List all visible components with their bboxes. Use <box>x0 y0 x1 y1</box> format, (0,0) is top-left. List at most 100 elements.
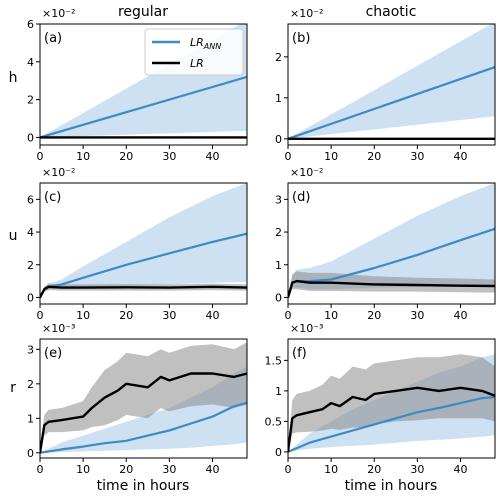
y-tick-label: 0 <box>275 133 282 146</box>
y-tick-label: 3 <box>275 193 282 206</box>
lr-line <box>288 279 495 298</box>
lr-line <box>40 372 247 453</box>
x-tick-label: 0 <box>37 309 44 322</box>
x-axis-label-left: time in hours <box>97 478 190 494</box>
row-label-r: r <box>10 380 16 396</box>
lr-band <box>288 354 495 452</box>
y-tick-label: 6 <box>27 18 34 31</box>
y-tick-label: 2 <box>27 259 34 272</box>
x-tick-label: 20 <box>367 309 381 322</box>
x-tick-label: 10 <box>76 309 90 322</box>
y-tick-label: 6 <box>27 193 34 206</box>
y-tick-label: 1 <box>275 92 282 105</box>
panel-d: 0 10 20 30 40 0 1 2 3 (d) ×10⁻² <box>275 166 496 322</box>
y-tick-label: 0 <box>275 291 282 304</box>
plot-area <box>288 183 495 298</box>
x-tick-label: 30 <box>162 463 176 476</box>
plot-area <box>288 24 495 140</box>
y-tick-label: 0 <box>27 291 34 304</box>
x-tick-label: 30 <box>410 463 424 476</box>
lr-line <box>40 285 247 299</box>
x-tick-label: 40 <box>454 463 468 476</box>
x-tick-label: 10 <box>324 150 338 163</box>
x-tick-label: 0 <box>37 150 44 163</box>
axis-multiplier: ×10⁻² <box>42 166 75 179</box>
plot-area <box>288 354 495 453</box>
x-tick-label: 40 <box>206 150 220 163</box>
lr-line <box>288 386 495 453</box>
y-tick-label: 0.5 <box>265 415 283 428</box>
ann-line <box>40 401 247 454</box>
panel-e: 0 10 20 30 40 0 1 2 3 (e) ×10⁻³ <box>27 322 248 476</box>
y-tick-label: 1 <box>275 259 282 272</box>
x-tick-label: 20 <box>119 150 133 163</box>
axes-frame <box>39 338 248 459</box>
x-tick-label: 0 <box>37 463 44 476</box>
x-tick-label: 20 <box>367 150 381 163</box>
legend-entry: LR <box>190 57 204 70</box>
x-tick-label: 40 <box>206 463 220 476</box>
axes-frame <box>287 182 496 305</box>
x-tick-label: 10 <box>324 463 338 476</box>
panel-f: 0 10 20 30 40 0 0.5 1 1.5 (f) ×10⁻³ <box>265 322 496 476</box>
ann-band <box>288 183 495 298</box>
x-tick-label: 40 <box>454 309 468 322</box>
panel-label: (e) <box>44 346 62 361</box>
y-tick-label: 0 <box>27 447 34 460</box>
x-tick-label: 0 <box>285 463 292 476</box>
axes-frame <box>287 338 496 459</box>
axis-multiplier: ×10⁻² <box>290 7 323 20</box>
x-tick-label: 10 <box>76 463 90 476</box>
x-tick-label: 0 <box>285 150 292 163</box>
y-tick-label: 2 <box>275 226 282 239</box>
axes-frame <box>39 23 248 146</box>
plot-area <box>40 183 247 299</box>
ann-line <box>40 75 247 139</box>
y-tick-label: 4 <box>27 56 34 69</box>
legend: LRANN LR <box>144 28 244 76</box>
ann-band <box>288 24 495 139</box>
x-tick-label: 30 <box>162 150 176 163</box>
y-tick-label: 2 <box>27 94 34 107</box>
axis-multiplier: ×10⁻³ <box>290 322 323 335</box>
y-tick-label: 2 <box>275 51 282 64</box>
x-tick-label: 20 <box>367 463 381 476</box>
plot-area <box>40 342 247 454</box>
x-tick-label: 10 <box>324 309 338 322</box>
x-tick-label: 30 <box>410 150 424 163</box>
row-label-u: u <box>9 228 18 244</box>
column-title-chaotic: chaotic <box>366 4 417 20</box>
column-title-regular: regular <box>118 4 168 20</box>
x-tick-label: 40 <box>454 150 468 163</box>
axis-multiplier: ×10⁻³ <box>42 322 75 335</box>
ann-band <box>40 366 247 453</box>
panel-label: (f) <box>292 346 307 361</box>
x-tick-label: 40 <box>206 309 220 322</box>
x-axis-label-right: time in hours <box>345 478 438 494</box>
x-tick-label: 0 <box>285 309 292 322</box>
axis-multiplier: ×10⁻² <box>42 7 75 20</box>
axis-multiplier: ×10⁻² <box>290 166 323 179</box>
ann-line <box>288 66 495 140</box>
panel-b: 0 10 20 30 40 0 1 2 (b) ×10⁻² <box>275 7 496 163</box>
x-tick-label: 20 <box>119 309 133 322</box>
row-label-h: h <box>9 70 18 86</box>
y-tick-label: 1 <box>27 412 34 425</box>
panel-label: (b) <box>292 31 310 46</box>
panel-label: (a) <box>44 31 62 46</box>
y-tick-label: 0 <box>275 446 282 459</box>
panel-c: 0 10 20 30 40 0 2 4 6 (c) ×10⁻² <box>27 166 248 322</box>
panel-label: (c) <box>44 190 61 205</box>
x-tick-label: 30 <box>410 309 424 322</box>
panel-label: (d) <box>292 190 310 205</box>
y-tick-label: 1.5 <box>265 354 283 367</box>
ann-band <box>40 183 247 298</box>
x-tick-label: 30 <box>162 309 176 322</box>
axes-frame <box>39 182 248 305</box>
y-tick-label: 2 <box>27 378 34 391</box>
legend-entry: LRANN <box>190 36 221 51</box>
ann-line <box>288 395 495 453</box>
y-tick-label: 1 <box>275 385 282 398</box>
